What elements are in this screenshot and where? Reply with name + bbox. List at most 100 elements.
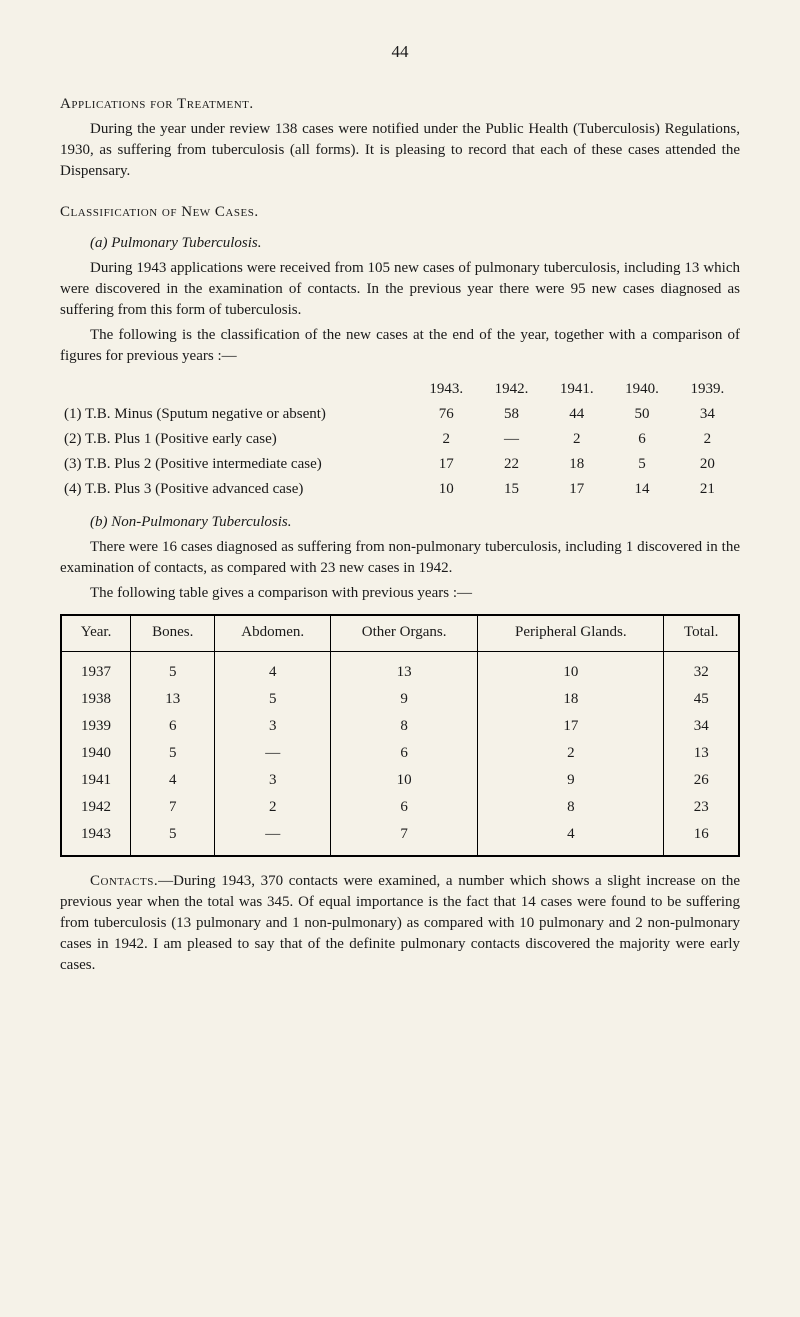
column-header: Total. bbox=[664, 615, 739, 652]
cell-value: 32 bbox=[664, 651, 739, 686]
cell-value: 9 bbox=[331, 686, 478, 713]
cell-value: 34 bbox=[664, 713, 739, 740]
cell-value: 58 bbox=[479, 402, 544, 427]
column-header: Peripheral Glands. bbox=[478, 615, 664, 652]
cell-value: 1942 bbox=[61, 794, 131, 821]
cell-value: 6 bbox=[609, 427, 674, 452]
cell-value: — bbox=[215, 740, 331, 767]
cell-value: 2 bbox=[675, 427, 740, 452]
cell-value: 15 bbox=[479, 477, 544, 502]
column-header: Abdomen. bbox=[215, 615, 331, 652]
cell-value: 2 bbox=[215, 794, 331, 821]
row-label: (3) T.B. Plus 2 (Positive intermediate c… bbox=[60, 452, 414, 477]
classification-row: (4) T.B. Plus 3 (Positive advanced case)… bbox=[60, 477, 740, 502]
year-header: 1941. bbox=[544, 377, 609, 402]
cell-value: 26 bbox=[664, 767, 739, 794]
classification-row: (1) T.B. Minus (Sputum negative or absen… bbox=[60, 402, 740, 427]
table-row: 193754131032 bbox=[61, 651, 739, 686]
table-row: 19435—7416 bbox=[61, 821, 739, 856]
cell-value: 8 bbox=[478, 794, 664, 821]
cell-value: 23 bbox=[664, 794, 739, 821]
cell-value: 34 bbox=[675, 402, 740, 427]
cell-value: 18 bbox=[544, 452, 609, 477]
row-label: (4) T.B. Plus 3 (Positive advanced case) bbox=[60, 477, 414, 502]
cell-value: 17 bbox=[478, 713, 664, 740]
cell-value: 5 bbox=[131, 821, 215, 856]
cell-value: 13 bbox=[664, 740, 739, 767]
cell-value: 5 bbox=[215, 686, 331, 713]
table-row: 19405—6213 bbox=[61, 740, 739, 767]
cell-value: 18 bbox=[478, 686, 664, 713]
table-row: 193813591845 bbox=[61, 686, 739, 713]
cell-value: 7 bbox=[131, 794, 215, 821]
year-header: 1943. bbox=[414, 377, 479, 402]
cell-value: 20 bbox=[675, 452, 740, 477]
cell-value: 10 bbox=[478, 651, 664, 686]
cell-value: 5 bbox=[131, 740, 215, 767]
classification-row: (3) T.B. Plus 2 (Positive intermediate c… bbox=[60, 452, 740, 477]
cell-value: 22 bbox=[479, 452, 544, 477]
table-row: 19396381734 bbox=[61, 713, 739, 740]
cell-value: 1940 bbox=[61, 740, 131, 767]
cell-value: 7 bbox=[331, 821, 478, 856]
cell-value: 9 bbox=[478, 767, 664, 794]
row-label: (2) T.B. Plus 1 (Positive early case) bbox=[60, 427, 414, 452]
section-heading-classification: Classification of New Cases. bbox=[60, 202, 740, 223]
cell-value: 10 bbox=[414, 477, 479, 502]
cell-value: 6 bbox=[331, 794, 478, 821]
table-row: 19414310926 bbox=[61, 767, 739, 794]
subsection-a-label: (a) Pulmonary Tuberculosis. bbox=[60, 233, 740, 254]
cell-value: 45 bbox=[664, 686, 739, 713]
cell-value: 14 bbox=[609, 477, 674, 502]
year-header: 1940. bbox=[609, 377, 674, 402]
contacts-text: —During 1943, 370 contacts were examined… bbox=[60, 873, 740, 973]
cell-value: — bbox=[479, 427, 544, 452]
cell-value: 1938 bbox=[61, 686, 131, 713]
cell-value: 4 bbox=[478, 821, 664, 856]
year-header: 1939. bbox=[675, 377, 740, 402]
paragraph-contacts: Contacts.—During 1943, 370 contacts were… bbox=[60, 871, 740, 976]
comparison-header-row: Year. Bones. Abdomen. Other Organs. Peri… bbox=[61, 615, 739, 652]
row-label: (1) T.B. Minus (Sputum negative or absen… bbox=[60, 402, 414, 427]
paragraph-sub-a-1: During 1943 applications were received f… bbox=[60, 258, 740, 321]
paragraph-sub-a-2: The following is the classification of t… bbox=[60, 325, 740, 367]
cell-value: 6 bbox=[131, 713, 215, 740]
paragraph-sub-b-2: The following table gives a comparison w… bbox=[60, 583, 740, 604]
subsection-b-label: (b) Non-Pulmonary Tuberculosis. bbox=[60, 512, 740, 533]
table-row: 1942726823 bbox=[61, 794, 739, 821]
cell-value: 1943 bbox=[61, 821, 131, 856]
cell-value: 50 bbox=[609, 402, 674, 427]
cell-value: 5 bbox=[131, 651, 215, 686]
cell-value: 1939 bbox=[61, 713, 131, 740]
cell-value: 2 bbox=[544, 427, 609, 452]
column-header: Other Organs. bbox=[331, 615, 478, 652]
section-heading-applications: Applications for Treatment. bbox=[60, 94, 740, 115]
year-header: 1942. bbox=[479, 377, 544, 402]
cell-value: 5 bbox=[609, 452, 674, 477]
cell-value: 2 bbox=[414, 427, 479, 452]
classification-header-row: 1943. 1942. 1941. 1940. 1939. bbox=[60, 377, 740, 402]
cell-value: — bbox=[215, 821, 331, 856]
cell-value: 3 bbox=[215, 767, 331, 794]
cell-value: 13 bbox=[131, 686, 215, 713]
cell-value: 16 bbox=[664, 821, 739, 856]
cell-value: 76 bbox=[414, 402, 479, 427]
contacts-lead: Contacts. bbox=[90, 873, 158, 889]
comparison-table: Year. Bones. Abdomen. Other Organs. Peri… bbox=[60, 614, 740, 857]
cell-value: 13 bbox=[331, 651, 478, 686]
cell-value: 17 bbox=[414, 452, 479, 477]
paragraph-applications: During the year under review 138 cases w… bbox=[60, 119, 740, 182]
cell-value: 3 bbox=[215, 713, 331, 740]
cell-value: 1941 bbox=[61, 767, 131, 794]
page-number: 44 bbox=[60, 40, 740, 64]
cell-value: 10 bbox=[331, 767, 478, 794]
cell-value: 8 bbox=[331, 713, 478, 740]
cell-value: 21 bbox=[675, 477, 740, 502]
cell-value: 2 bbox=[478, 740, 664, 767]
cell-value: 44 bbox=[544, 402, 609, 427]
empty-cell bbox=[60, 377, 414, 402]
cell-value: 17 bbox=[544, 477, 609, 502]
paragraph-sub-b-1: There were 16 cases diagnosed as sufferi… bbox=[60, 537, 740, 579]
classification-table: 1943. 1942. 1941. 1940. 1939. (1) T.B. M… bbox=[60, 377, 740, 502]
cell-value: 1937 bbox=[61, 651, 131, 686]
